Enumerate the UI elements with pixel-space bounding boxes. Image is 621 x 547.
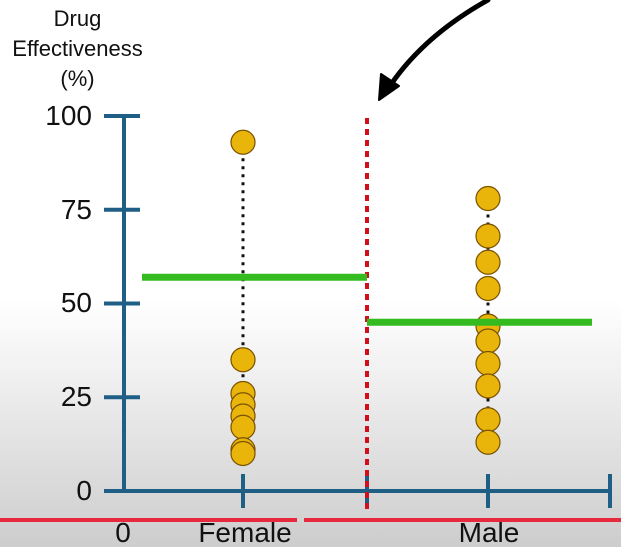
data-point-male-7 — [475, 373, 501, 399]
y-axis-title-line-2: Effectiveness — [12, 36, 143, 61]
x-category-label-male: Male — [458, 517, 520, 547]
data-point-female-0 — [230, 129, 256, 155]
y-tick-label-25: 25 — [60, 381, 92, 412]
data-point-male-0 — [475, 185, 501, 212]
data-point-male-6 — [475, 350, 501, 377]
data-point-male-1 — [475, 223, 501, 249]
data-point-male-3 — [475, 275, 501, 302]
y-axis-title-line-1: Drug — [53, 6, 102, 31]
data-point-male-8 — [475, 407, 501, 433]
x-category-label-female: Female — [198, 517, 292, 547]
y-tick-label-50: 50 — [60, 287, 92, 318]
y-tick-label-75: 75 — [60, 194, 92, 225]
curved-arrow-icon — [383, 0, 491, 95]
data-point-male-5 — [475, 328, 501, 354]
data-point-female-5 — [230, 414, 256, 440]
data-point-female-1 — [230, 347, 256, 373]
arrow-head-icon — [378, 73, 400, 101]
data-point-male-2 — [475, 249, 501, 275]
data-point-female-7 — [230, 440, 256, 467]
y-axis-title-line-3: (%) — [60, 66, 95, 91]
data-point-male-9 — [475, 429, 501, 455]
x-zero-label: 0 — [115, 517, 131, 547]
y-tick-label-0: 0 — [76, 475, 92, 506]
y-tick-label-100: 100 — [45, 100, 92, 131]
